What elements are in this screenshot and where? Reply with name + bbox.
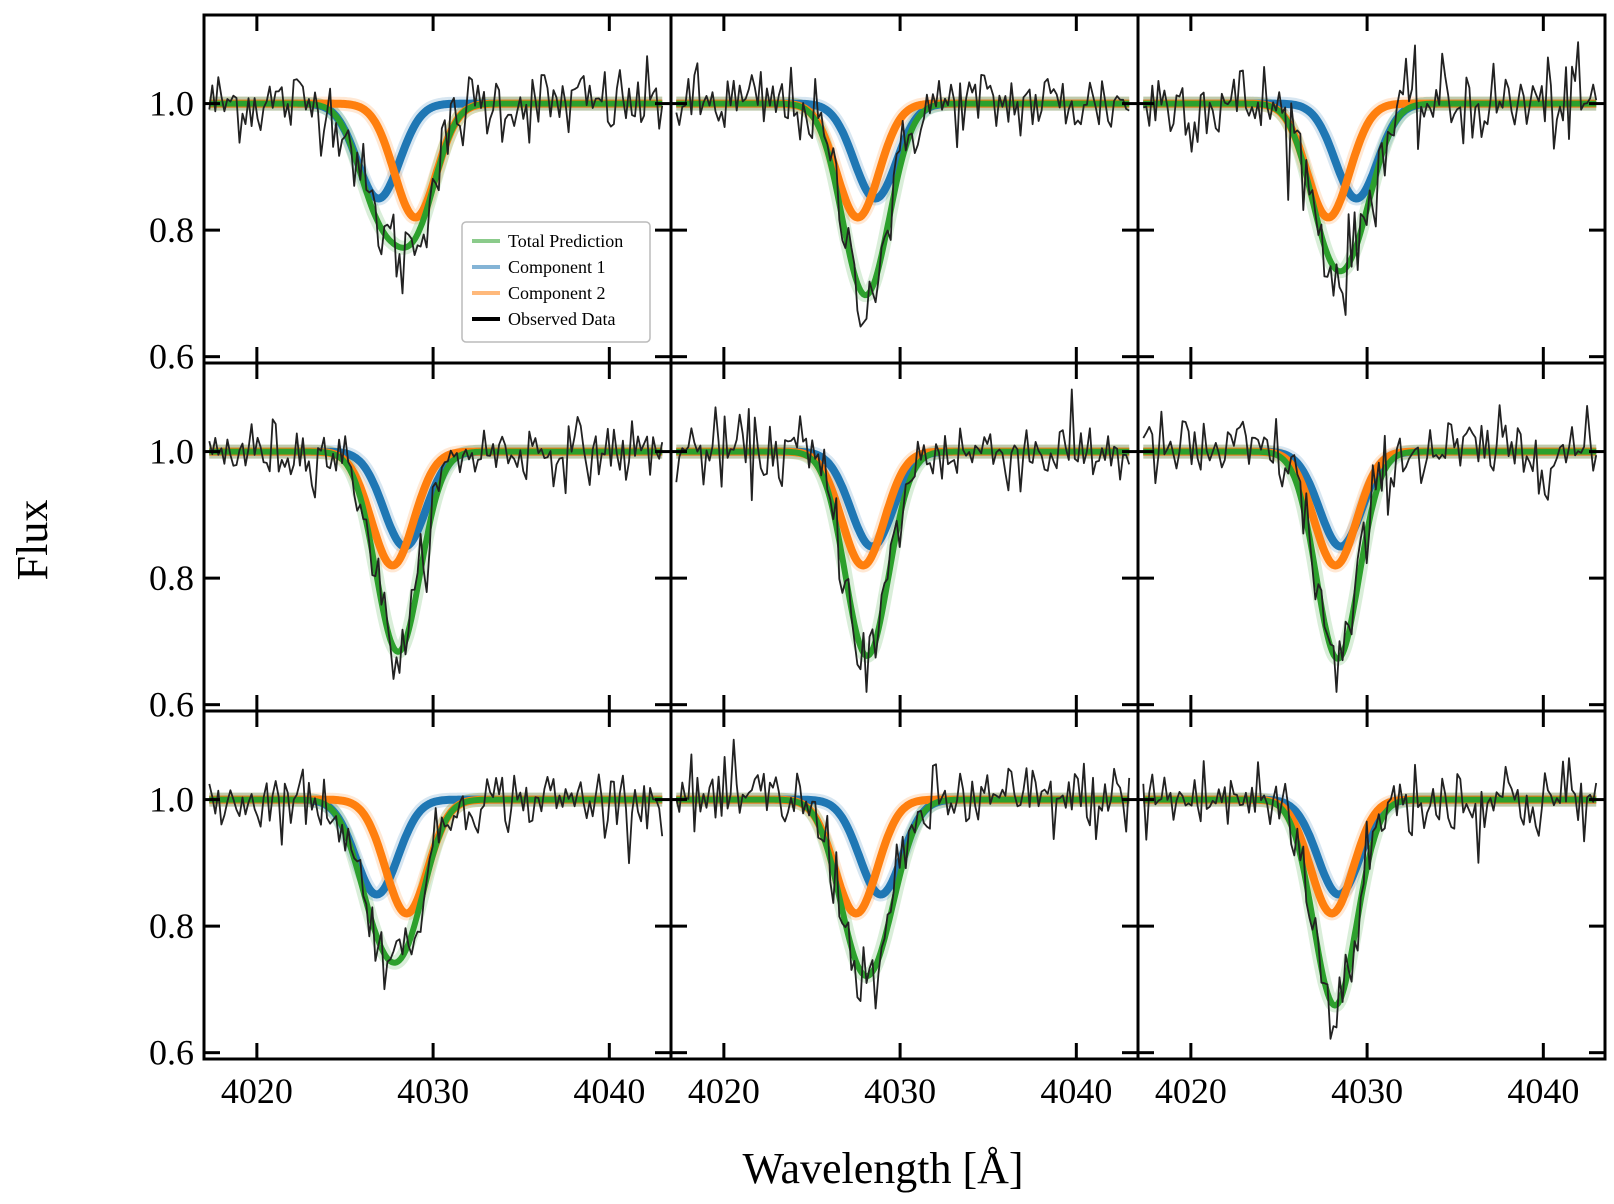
panel-r0-c1: [669, 13, 1140, 365]
y-tick-label: 0.8: [149, 906, 194, 946]
x-tick-label: 4020: [688, 1071, 760, 1111]
observed-data-line: [1142, 404, 1598, 693]
legend-label: Component 2: [508, 283, 606, 303]
observed-data-line: [208, 768, 664, 991]
plot-area: [671, 738, 1135, 1010]
observed-data-line: [208, 55, 664, 295]
y-tick-label: 0.6: [149, 1033, 194, 1073]
total-prediction-line: [674, 100, 1131, 299]
y-tick-label: 1.0: [149, 780, 194, 820]
y-tick-label: 0.6: [149, 685, 194, 725]
panel-r2-c1: 4020 4030 4040: [669, 709, 1140, 1111]
x-tick-label: 4030: [864, 1071, 936, 1111]
y-axis-label: Flux: [8, 500, 57, 581]
x-tick-label: 4030: [1331, 1071, 1403, 1111]
plot-area: [671, 62, 1135, 328]
x-tick-label: 4040: [573, 1071, 645, 1111]
panel-r2-c2: 4020 4030 4040: [1136, 709, 1607, 1111]
panel-frame: [202, 361, 673, 713]
plot-area: [1138, 41, 1602, 316]
x-tick-label: 4020: [1155, 1071, 1227, 1111]
y-tick-label: 1.0: [149, 84, 194, 124]
panel-r1-c1: [669, 361, 1140, 713]
total-prediction-line: [207, 796, 664, 966]
plot-area: [671, 388, 1135, 693]
x-tick-label: 4040: [1507, 1071, 1579, 1111]
legend-box: [461, 221, 651, 343]
observed-data-line: [208, 416, 664, 680]
x-axis-label: Wavelength [Å]: [742, 1144, 1023, 1193]
panel-r0-c0: 0.6 0.8 1.0: [149, 13, 673, 377]
x-tick-label: 4040: [1040, 1071, 1112, 1111]
y-tick-label: 0.8: [149, 558, 194, 598]
total-prediction-line: [674, 448, 1131, 659]
total-prediction-line: [207, 448, 664, 655]
observed-data-line: [675, 388, 1131, 693]
panel-frame: [1136, 709, 1607, 1061]
panel-frame: [202, 709, 673, 1061]
plot-area: [204, 768, 668, 991]
panel-r2-c0: 0.6 0.8 1.0 4020 4030 4040: [149, 709, 673, 1111]
y-tick-label: 0.6: [149, 337, 194, 377]
legend-label: Total Prediction: [508, 231, 623, 251]
legend-label: Observed Data: [508, 309, 615, 329]
y-tick-label: 1.0: [149, 432, 194, 472]
panel-frame: [669, 13, 1140, 365]
plot-area: [204, 55, 668, 295]
plot-area: [204, 416, 668, 680]
plot-area: [1138, 757, 1602, 1040]
legend-label: Component 1: [508, 257, 606, 277]
total-prediction-line: [674, 796, 1131, 980]
panel-r1-c2: [1136, 361, 1607, 713]
observed-data-line: [1142, 757, 1598, 1040]
legend: Total Prediction Component 1 Component 2 Ob…: [461, 221, 651, 343]
x-tick-label: 4020: [221, 1071, 293, 1111]
panel-r0-c2: [1136, 13, 1607, 365]
x-tick-label: 4030: [397, 1071, 469, 1111]
total-prediction-band: [204, 792, 668, 970]
observed-data-line: [675, 62, 1130, 328]
observed-data-line: [675, 738, 1131, 1010]
y-tick-label: 0.8: [149, 210, 194, 250]
panel-r1-c0: 0.6 0.8 1.0: [149, 361, 673, 725]
panel-frame: [669, 361, 1140, 713]
total-prediction-band: [671, 792, 1135, 984]
plot-area: [1138, 404, 1602, 693]
observed-data-line: [1143, 41, 1598, 316]
